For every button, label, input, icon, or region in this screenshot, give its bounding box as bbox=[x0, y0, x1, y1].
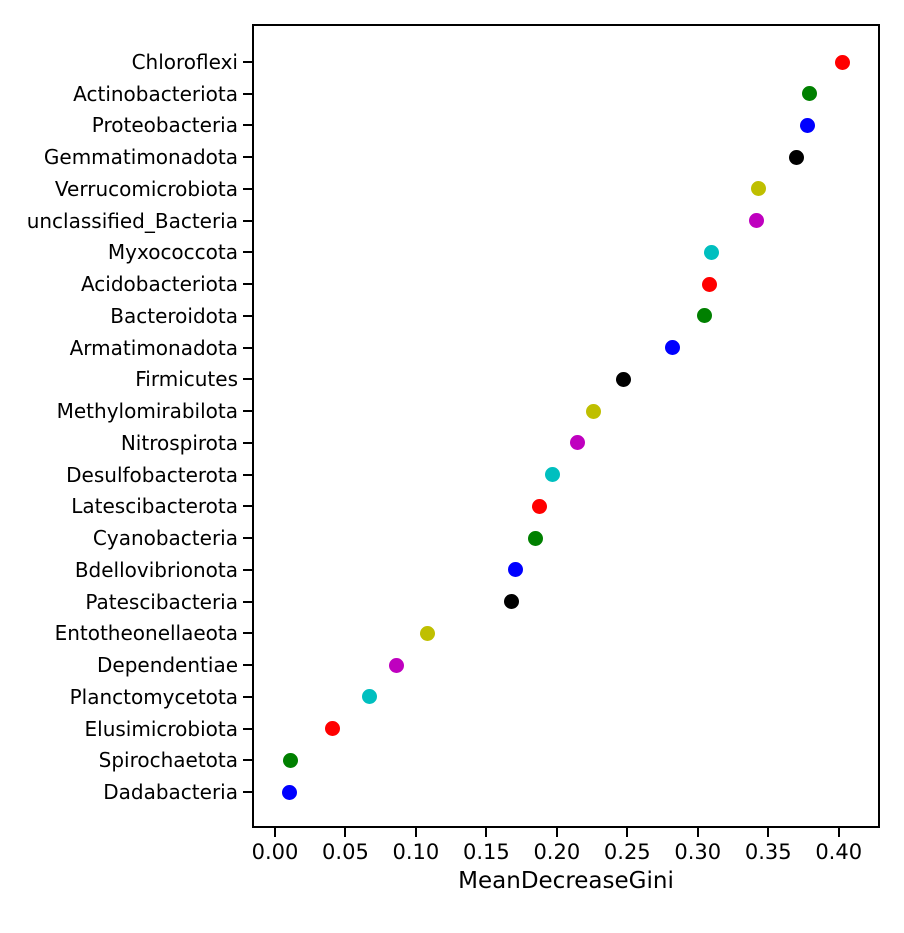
x-tick-label: 0.20 bbox=[533, 840, 581, 864]
x-tick-mark bbox=[414, 828, 417, 837]
scatter-point bbox=[749, 213, 765, 229]
y-tick-label: Latescibacterota bbox=[71, 494, 238, 519]
x-tick-label: 0.05 bbox=[322, 840, 369, 864]
y-tick-mark bbox=[243, 283, 252, 286]
x-tick-mark bbox=[626, 828, 629, 837]
y-tick-mark bbox=[243, 251, 252, 254]
y-tick-label: Verrucomicrobiota bbox=[54, 176, 238, 201]
y-tick-label: Proteobacteria bbox=[91, 113, 238, 138]
x-tick-mark bbox=[837, 828, 840, 837]
y-tick-label: Bdellovibrionota bbox=[74, 557, 238, 582]
y-tick-mark bbox=[243, 124, 252, 127]
x-tick-label: 0.10 bbox=[392, 840, 440, 864]
y-tick-mark bbox=[243, 473, 252, 476]
scatter-point bbox=[545, 467, 561, 483]
scatter-point bbox=[419, 625, 435, 641]
y-tick-mark bbox=[243, 695, 252, 698]
scatter-point bbox=[704, 244, 720, 260]
y-tick-label: Armatimonadota bbox=[69, 335, 238, 360]
y-tick-label: Desulfobacterota bbox=[66, 462, 238, 487]
scatter-point bbox=[388, 657, 404, 673]
y-tick-label: Entotheonellaeota bbox=[54, 621, 238, 646]
x-tick-label: 0.35 bbox=[744, 840, 792, 864]
y-tick-mark bbox=[243, 156, 252, 159]
scatter-point bbox=[701, 276, 717, 292]
y-tick-mark bbox=[243, 727, 252, 730]
y-tick-mark bbox=[243, 219, 252, 222]
y-tick-mark bbox=[243, 187, 252, 190]
y-tick-mark bbox=[243, 441, 252, 444]
y-tick-mark bbox=[243, 505, 252, 508]
scatter-point bbox=[532, 498, 548, 514]
scatter-point bbox=[508, 562, 524, 578]
y-tick-mark bbox=[243, 791, 252, 793]
y-tick-label: Firmicutes bbox=[135, 367, 238, 392]
x-tick-mark bbox=[485, 828, 488, 837]
scatter-point bbox=[281, 784, 297, 800]
y-tick-label: Acidobacteriota bbox=[80, 272, 238, 297]
x-tick-mark bbox=[767, 828, 770, 837]
y-tick-label: Planctomycetota bbox=[69, 684, 238, 709]
scatter-point bbox=[504, 594, 520, 610]
x-tick-label: 0.25 bbox=[603, 840, 651, 864]
scatter-point bbox=[282, 752, 298, 768]
y-tick-label: Myxococcota bbox=[107, 240, 238, 265]
y-tick-label: Methylomirabilota bbox=[56, 399, 238, 424]
x-tick-mark bbox=[696, 828, 699, 837]
y-tick-label: Elusimicrobiota bbox=[84, 716, 239, 741]
scatter-point bbox=[570, 435, 586, 451]
scatter-point bbox=[361, 689, 377, 705]
y-tick-label: Chloroflexi bbox=[131, 50, 238, 74]
y-tick-label: Cyanobacteria bbox=[92, 526, 238, 551]
y-tick-mark bbox=[243, 346, 252, 349]
y-tick-mark bbox=[243, 378, 252, 381]
y-tick-mark bbox=[243, 537, 252, 540]
y-tick-label: Spirochaetota bbox=[98, 748, 238, 773]
y-tick-label: Nitrospirota bbox=[120, 430, 238, 455]
x-tick-label: 0.15 bbox=[462, 840, 510, 864]
x-tick-label: 0.40 bbox=[815, 840, 863, 864]
y-tick-mark bbox=[243, 632, 252, 635]
x-axis-title: MeanDecreaseGini bbox=[458, 868, 674, 894]
scatter-point bbox=[585, 403, 601, 419]
scatter-point bbox=[750, 181, 766, 197]
y-tick-label: unclassified_Bacteria bbox=[26, 208, 238, 233]
y-tick-mark bbox=[243, 664, 252, 667]
y-tick-label: Actinobacteriota bbox=[73, 81, 238, 106]
x-tick-label: 0.30 bbox=[674, 840, 722, 864]
scatter-point bbox=[528, 530, 544, 546]
y-tick-mark bbox=[243, 759, 252, 762]
plot-area bbox=[252, 24, 880, 828]
x-tick-label: 0.00 bbox=[251, 840, 299, 864]
y-tick-label: Gemmatimonadota bbox=[43, 145, 238, 170]
scatter-point bbox=[697, 308, 713, 324]
x-tick-mark bbox=[273, 828, 276, 837]
y-tick-label: Dadabacteria bbox=[103, 780, 238, 804]
y-tick-mark bbox=[243, 92, 252, 95]
scatter-point bbox=[325, 721, 341, 737]
y-tick-mark bbox=[243, 568, 252, 571]
y-tick-mark bbox=[243, 314, 252, 317]
scatter-point bbox=[615, 371, 631, 387]
y-tick-mark bbox=[243, 600, 252, 603]
scatter-point bbox=[800, 117, 816, 133]
y-tick-mark bbox=[243, 61, 252, 63]
scatter-point bbox=[788, 149, 804, 165]
x-tick-mark bbox=[344, 828, 347, 837]
scatter-point bbox=[835, 54, 851, 70]
y-tick-label: Patescibacteria bbox=[85, 589, 238, 614]
x-tick-mark bbox=[555, 828, 558, 837]
y-tick-label: Bacteroidota bbox=[110, 303, 238, 328]
scatter-point bbox=[801, 86, 817, 102]
y-tick-label: Dependentiae bbox=[96, 653, 238, 678]
y-tick-mark bbox=[243, 410, 252, 413]
scatter-point bbox=[664, 340, 680, 356]
